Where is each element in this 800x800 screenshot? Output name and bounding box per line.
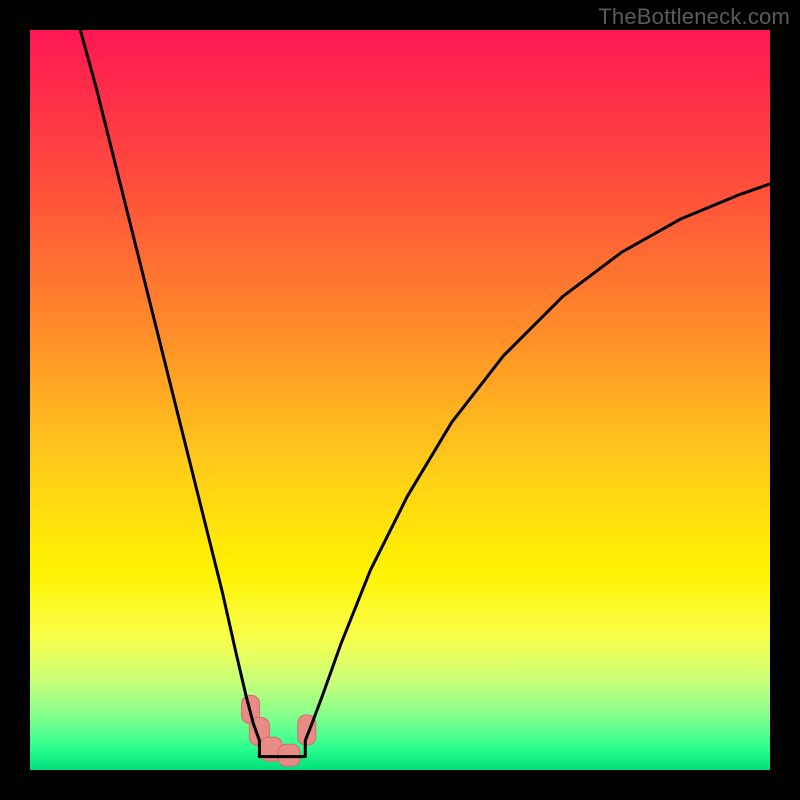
chart-container: TheBottleneck.com — [0, 0, 800, 800]
plot-background — [30, 30, 770, 770]
bottleneck-chart — [0, 0, 800, 800]
watermark-text: TheBottleneck.com — [598, 4, 790, 30]
